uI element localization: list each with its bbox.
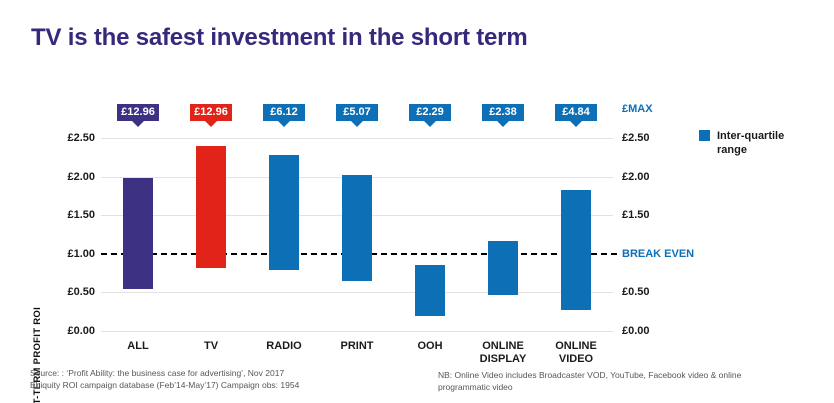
y-axis-tick-left: £2.00: [67, 170, 95, 183]
badge-pointer-icon: [497, 121, 509, 127]
x-axis-category-label: PRINT: [340, 340, 374, 352]
page-title: TV is the safest investment in the short…: [31, 24, 528, 51]
y-axis-tick-right: £0.00: [622, 325, 650, 337]
break-even-label: BREAK EVEN: [622, 247, 695, 260]
gridline: [101, 292, 613, 294]
plot-area: SHORT-TERM PROFIT ROI £2.50 £2.50 £2.00 £2.…: [32, 104, 694, 403]
y-axis-tick-right: £0.50: [622, 286, 650, 299]
gridline: [101, 138, 613, 139]
y-axis-tick-left: £2.50: [67, 132, 95, 144]
badge-pointer-icon: [424, 121, 436, 127]
max-value-badge: £12.96: [190, 104, 232, 127]
nb-note-text: NB: Online Video includes Broadcaster VO…: [438, 370, 742, 392]
max-value-badge: £2.38: [482, 104, 524, 127]
badge-pointer-icon: [278, 121, 290, 127]
x-axis-category-label: OOH: [417, 340, 443, 352]
source-line-1: Source: : ‘Profit Ability: the business …: [30, 368, 285, 378]
max-value-badge: £4.84: [555, 104, 597, 127]
range-bar: [342, 175, 372, 281]
y-axis-tick-left: £1.50: [67, 209, 95, 222]
y-axis-tick-left: £1.00: [67, 247, 95, 260]
source-text: Source: : ‘Profit Ability: the business …: [30, 368, 299, 391]
x-axis-category-label: ONLINE DISPLAY: [479, 340, 527, 365]
legend-swatch-icon: [699, 130, 710, 141]
y-axis-tick-left: £0.50: [67, 286, 95, 299]
x-axis-category-label: TV: [203, 340, 219, 352]
range-bar: [269, 154, 299, 270]
y-axis-tick-right: £2.00: [622, 170, 650, 183]
badge-pointer-icon: [205, 121, 217, 127]
x-axis-category-label: RADIO: [266, 340, 302, 352]
badge-pointer-icon: [132, 121, 144, 127]
gridline: [101, 331, 613, 332]
max-value-badge: £6.12: [263, 104, 305, 127]
source-line-2: Ebiquity ROI campaign database (Feb’14-M…: [30, 379, 300, 390]
range-bar: [415, 265, 445, 316]
legend-label: Inter-quartile range: [717, 130, 785, 156]
max-value-badge: £12.96: [117, 104, 159, 127]
x-axis-category-label: ONLINE VIDEO: [555, 340, 597, 365]
y-axis-tick-left: £0.00: [67, 325, 95, 337]
range-bar: [196, 145, 226, 268]
max-row-label: £MAX: [622, 103, 653, 115]
range-bar: [123, 178, 153, 289]
range-bar: [561, 190, 591, 311]
max-value-badge: £5.07: [336, 104, 378, 127]
y-axis-tick-right: £1.50: [622, 209, 650, 222]
badge-pointer-icon: [570, 121, 582, 127]
max-value-badge: £2.29: [409, 104, 451, 127]
range-bar: [488, 240, 518, 296]
x-axis-category-label: ALL: [127, 340, 149, 352]
legend: Inter-quartile range: [699, 129, 799, 157]
badge-pointer-icon: [351, 121, 363, 127]
y-axis-tick-right: £2.50: [622, 132, 650, 144]
